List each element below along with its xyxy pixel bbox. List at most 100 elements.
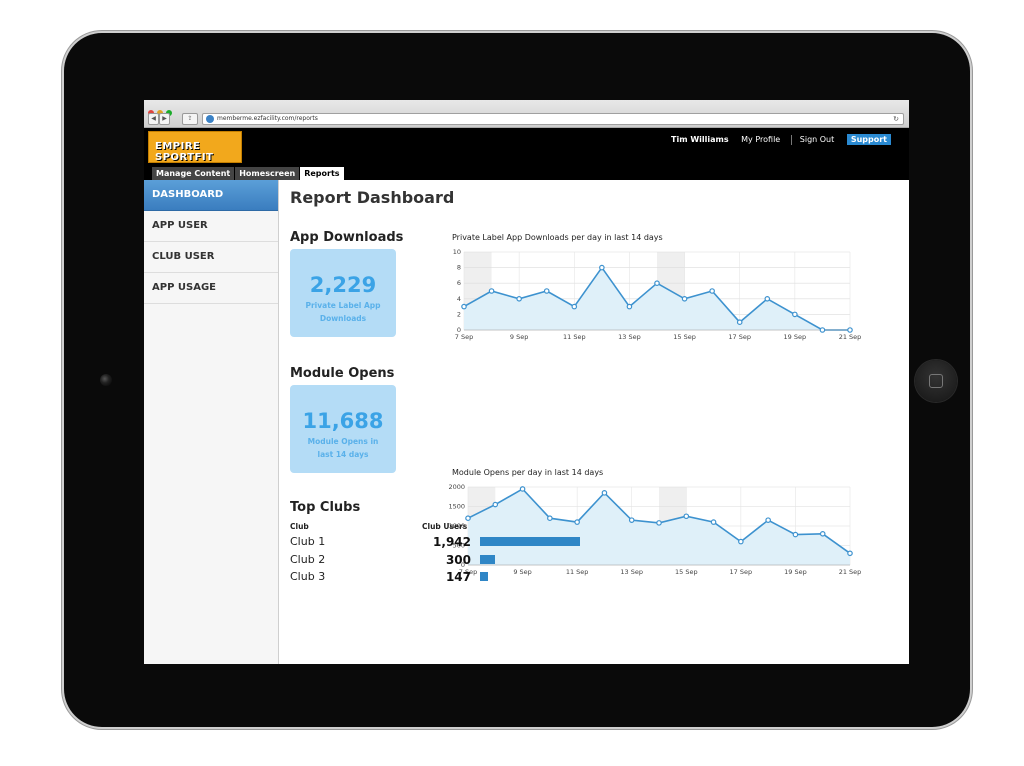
user-name: Tim Williams bbox=[671, 135, 729, 144]
data-point bbox=[847, 327, 853, 333]
y-tick-label: 2000 bbox=[448, 483, 465, 491]
downloads-chart: 0 2 4 6 8 10 7 Sep 9 Sep 11 Sep 13 Sep 15 Sep 17 Se… bbox=[453, 248, 862, 341]
forward-button[interactable]: ▶ bbox=[159, 113, 170, 125]
back-button[interactable]: ◀ bbox=[148, 113, 159, 125]
tab-reports[interactable]: Reports bbox=[300, 167, 344, 180]
sidebar-item-dashboard[interactable]: DASHBOARD bbox=[144, 180, 278, 211]
x-tick-label: 19 Sep bbox=[784, 568, 807, 576]
x-tick-label: 13 Sep bbox=[618, 333, 641, 341]
logo-text: EMPIRE SPORTFIT bbox=[155, 141, 214, 163]
data-point bbox=[547, 515, 553, 522]
data-point bbox=[516, 295, 522, 302]
y-tick-label: 6 bbox=[457, 279, 461, 287]
module-opens-label: Module Opens in last 14 days bbox=[307, 437, 379, 459]
support-button[interactable]: Support bbox=[846, 134, 891, 145]
data-point bbox=[847, 550, 853, 557]
my-profile-link[interactable]: My Profile bbox=[741, 135, 781, 144]
x-tick-label: 15 Sep bbox=[675, 568, 698, 576]
tab-manage-content[interactable]: Manage Content bbox=[152, 167, 235, 180]
club-1-name: Club 1 bbox=[290, 535, 326, 548]
app-downloads-card: 2,229 Private Label App Downloads bbox=[290, 249, 396, 337]
x-tick-label: 19 Sep bbox=[784, 333, 807, 341]
home-button[interactable] bbox=[915, 360, 957, 402]
module-opens-chart: 0 500 1000 1500 2000 7 Sep 9 Sep 11 Sep 13 Sep 15… bbox=[448, 483, 861, 576]
x-tick-label: 17 Sep bbox=[730, 568, 753, 576]
divider bbox=[791, 134, 793, 145]
module-opens-heading: Module Opens bbox=[290, 366, 395, 381]
page-title: Report Dashboard bbox=[290, 188, 455, 207]
x-tick-label: 7 Sep bbox=[459, 568, 477, 576]
data-point bbox=[683, 513, 690, 520]
y-tick-label: 1000 bbox=[448, 522, 465, 530]
app-downloads-heading: App Downloads bbox=[290, 230, 404, 245]
data-point bbox=[709, 288, 715, 294]
y-tick-label: 500 bbox=[453, 542, 465, 550]
club-3-bar bbox=[480, 572, 488, 581]
reload-icon[interactable]: ↻ bbox=[893, 115, 899, 123]
address-bar[interactable]: memberme.ezfacility.com/reports ↻ bbox=[202, 113, 904, 125]
main-tabs: Manage Content Homescreen Reports bbox=[152, 167, 345, 180]
y-tick-label: 10 bbox=[453, 248, 461, 256]
club-3-name: Club 3 bbox=[290, 570, 326, 583]
club-2-bar bbox=[480, 555, 496, 564]
globe-icon bbox=[206, 115, 214, 123]
y-tick-label: 0 bbox=[461, 561, 465, 569]
data-point bbox=[765, 517, 771, 523]
data-point bbox=[488, 288, 495, 294]
club-3-users: 147 bbox=[445, 570, 471, 584]
sidebar-item-club-user[interactable]: CLUB USER bbox=[144, 242, 278, 273]
y-tick-label: 4 bbox=[457, 295, 461, 303]
x-tick-label: 17 Sep bbox=[728, 333, 751, 341]
data-point bbox=[819, 530, 826, 537]
data-point bbox=[681, 295, 688, 302]
y-tick-label: 0 bbox=[457, 326, 461, 334]
data-point bbox=[543, 288, 550, 294]
logo[interactable]: EMPIRE SPORTFIT bbox=[148, 131, 242, 163]
x-tick-label: 21 Sep bbox=[839, 333, 862, 341]
url-text: memberme.ezfacility.com/reports bbox=[217, 115, 318, 122]
x-tick-label: 15 Sep bbox=[673, 333, 696, 341]
data-point bbox=[738, 538, 744, 545]
user-bar: Tim Williams My Profile Sign Out Support bbox=[671, 134, 891, 145]
sidebar-item-app-user[interactable]: APP USER bbox=[144, 211, 278, 242]
data-point bbox=[628, 517, 635, 523]
club-1-bar bbox=[480, 537, 580, 546]
data-point bbox=[654, 280, 660, 287]
data-point bbox=[792, 531, 799, 538]
x-tick-label: 9 Sep bbox=[513, 568, 531, 576]
x-tick-label: 7 Sep bbox=[455, 333, 473, 341]
data-point bbox=[626, 303, 633, 310]
data-point bbox=[764, 295, 771, 302]
club-users-column-header: Club Users bbox=[422, 522, 468, 531]
data-point bbox=[571, 303, 578, 310]
share-button[interactable]: ⇪ bbox=[182, 113, 198, 125]
x-tick-label: 21 Sep bbox=[839, 568, 862, 576]
module-opens-card: 11,688 Module Opens in last 14 days bbox=[290, 385, 396, 473]
y-tick-label: 1500 bbox=[448, 503, 465, 511]
home-square-icon bbox=[929, 374, 943, 388]
club-1-users: 1,942 bbox=[433, 535, 471, 549]
tab-homescreen[interactable]: Homescreen bbox=[235, 167, 300, 180]
sign-out-link[interactable]: Sign Out bbox=[799, 135, 835, 144]
app-header: EMPIRE SPORTFIT Tim Williams My Profile … bbox=[144, 128, 909, 180]
data-point bbox=[492, 501, 499, 508]
sidebar: DASHBOARD APP USER CLUB USER APP USAGE bbox=[144, 180, 279, 664]
data-point bbox=[710, 519, 717, 525]
data-point bbox=[656, 520, 662, 526]
module-opens-chart-title: Module Opens per day in last 14 days bbox=[452, 468, 604, 477]
data-point bbox=[601, 490, 608, 496]
data-point bbox=[519, 486, 526, 492]
x-tick-label: 13 Sep bbox=[620, 568, 643, 576]
downloads-chart-title: Private Label App Downloads per day in l… bbox=[452, 233, 663, 242]
club-2-users: 300 bbox=[445, 553, 471, 567]
module-opens-value: 11,688 bbox=[302, 409, 384, 433]
y-tick-label: 2 bbox=[457, 310, 461, 318]
top-clubs-heading: Top Clubs bbox=[290, 500, 361, 515]
sidebar-item-app-usage[interactable]: APP USAGE bbox=[144, 273, 278, 304]
data-point bbox=[574, 519, 580, 525]
camera-icon bbox=[100, 374, 112, 386]
app-downloads-label: Private Label App Downloads bbox=[305, 301, 381, 323]
y-tick-label: 8 bbox=[457, 264, 461, 272]
browser-toolbar: ◀ ▶ ⇪ memberme.ezfacility.com/reports ↻ bbox=[144, 100, 909, 128]
data-point bbox=[465, 515, 471, 522]
